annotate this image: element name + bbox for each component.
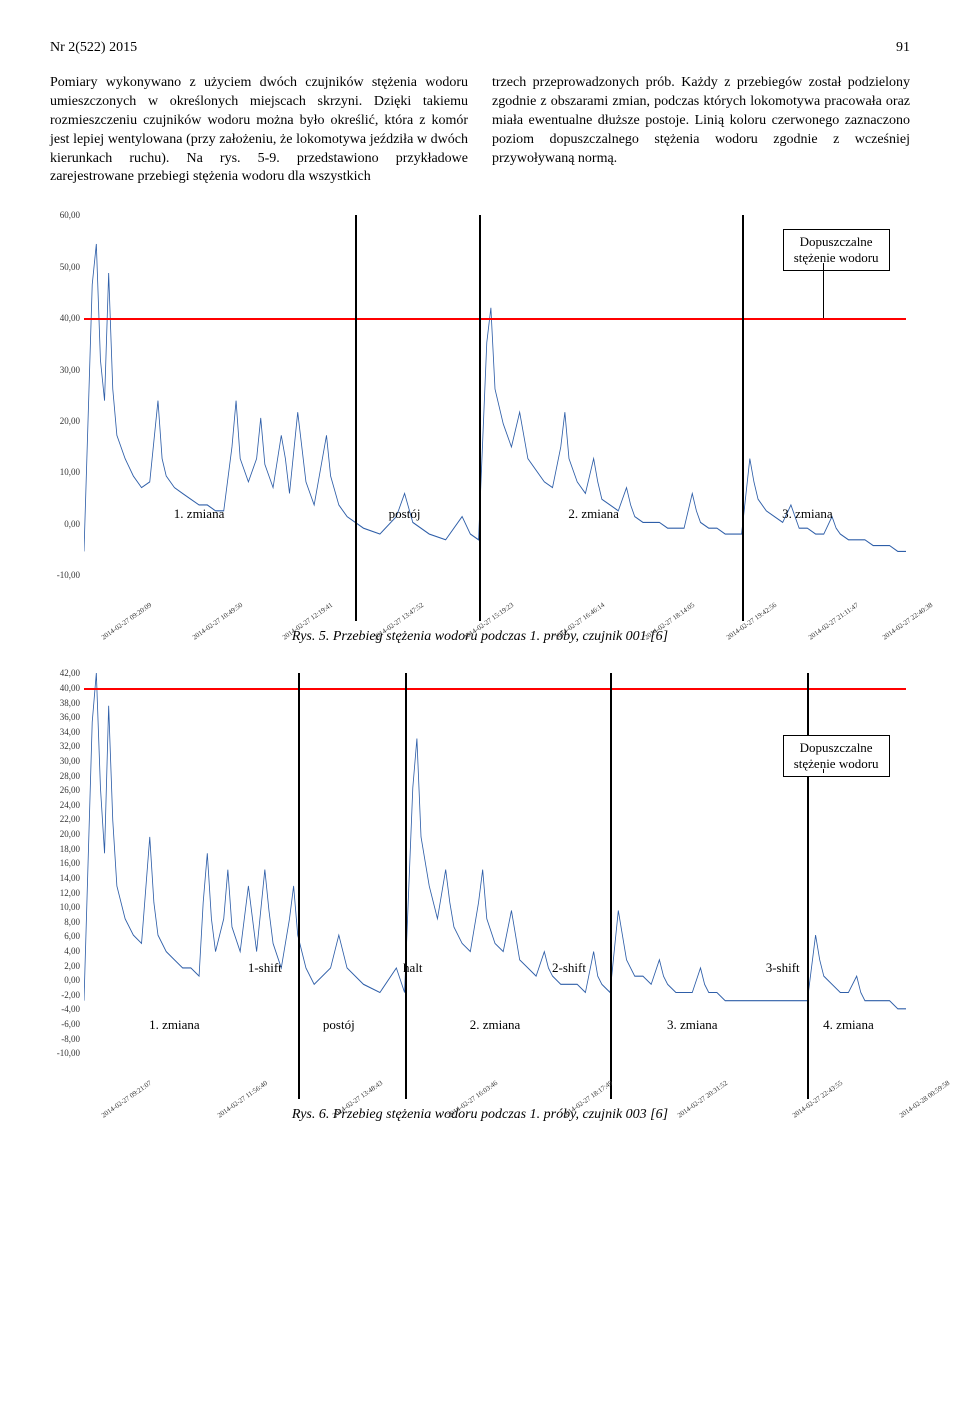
callout-leader [823,769,824,773]
shift-label: 1. zmiana [174,506,225,522]
chart-1-wrap: 2014-02-27 09:20:092014-02-27 10:49:5020… [50,215,910,621]
threshold-callout: Dopuszczalnestężenie wodoru [783,735,890,776]
shift-label: postój [389,506,421,522]
shift-label-pl: 1. zmiana [149,1017,200,1033]
ytick: 2,00 [50,961,80,971]
ytick: 28,00 [50,771,80,781]
shift-label-en: halt [403,960,423,976]
ytick: 38,00 [50,698,80,708]
shift-label: 3. zmiana [782,506,833,522]
ytick: -2,00 [50,990,80,1000]
shift-label-pl: postój [323,1017,355,1033]
para-left: Pomiary wykonywano z użyciem dwóch czujn… [50,74,468,187]
body-text: Pomiary wykonywano z użyciem dwóch czujn… [50,74,910,187]
chart-2-wrap: 2014-02-27 09:21:072014-02-27 11:56:4020… [50,673,910,1099]
ytick: 36,00 [50,712,80,722]
phase-divider [610,673,612,1099]
ytick: 0,00 [50,975,80,985]
shift-label-pl: 2. zmiana [470,1017,521,1033]
ytick: 0,00 [50,519,80,529]
ytick: 20,00 [50,416,80,426]
threshold-callout: Dopuszczalnestężenie wodoru [783,229,890,270]
ytick: -10,00 [50,570,80,580]
ytick: 30,00 [50,756,80,766]
header-issue: Nr 2(522) 2015 [50,40,137,56]
ytick: 4,00 [50,946,80,956]
page-header: Nr 2(522) 2015 91 [50,40,910,56]
chart-2: 2014-02-27 09:21:072014-02-27 11:56:4020… [50,673,910,1099]
ytick: 40,00 [50,683,80,693]
para-right: trzech przeprowadzonych prób. Każdy z pr… [492,74,910,187]
ytick: 50,00 [50,262,80,272]
chart-1: 2014-02-27 09:20:092014-02-27 10:49:5020… [50,215,910,621]
ytick: 16,00 [50,858,80,868]
shift-label-en: 1-shift [248,960,282,976]
shift-label-pl: 3. zmiana [667,1017,718,1033]
ytick: 8,00 [50,917,80,927]
ytick: -8,00 [50,1034,80,1044]
ytick: 60,00 [50,210,80,220]
phase-divider [298,673,300,1099]
ytick: -4,00 [50,1004,80,1014]
ytick: 12,00 [50,888,80,898]
phase-divider [742,215,744,621]
threshold-line [84,318,906,320]
shift-label-en: 3-shift [766,960,800,976]
ytick: 34,00 [50,727,80,737]
ytick: -10,00 [50,1048,80,1058]
shift-label-en: 2-shift [552,960,586,976]
ytick: 30,00 [50,365,80,375]
caption-2: Rys. 6. Przebieg stężenia wodoru podczas… [50,1107,910,1123]
ytick: 32,00 [50,741,80,751]
ytick: 42,00 [50,668,80,678]
threshold-line [84,688,906,690]
header-page: 91 [896,40,910,56]
ytick: 24,00 [50,800,80,810]
phase-divider [405,673,407,1099]
shift-label-pl: 4. zmiana [823,1017,874,1033]
ytick: 40,00 [50,313,80,323]
ytick: 10,00 [50,467,80,477]
callout-leader [823,263,824,318]
phase-divider [479,215,481,621]
phase-divider [355,215,357,621]
ytick: 6,00 [50,931,80,941]
ytick: 20,00 [50,829,80,839]
ytick: 26,00 [50,785,80,795]
shift-label: 2. zmiana [568,506,619,522]
ytick: 14,00 [50,873,80,883]
ytick: -6,00 [50,1019,80,1029]
ytick: 22,00 [50,814,80,824]
ytick: 18,00 [50,844,80,854]
ytick: 10,00 [50,902,80,912]
